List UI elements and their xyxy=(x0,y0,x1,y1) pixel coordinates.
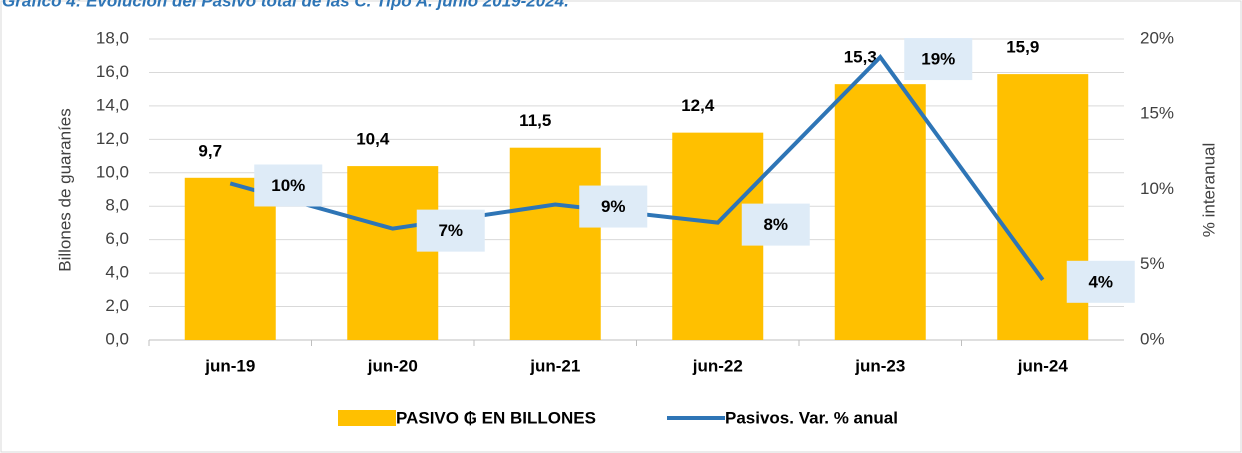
y2-tick-label: 20% xyxy=(1140,28,1174,47)
line-value-label: 4% xyxy=(1088,272,1113,291)
y-tick-label: 2,0 xyxy=(105,296,129,315)
line-label-box xyxy=(741,203,810,246)
line-label-box xyxy=(579,185,648,228)
line-value-label: 9% xyxy=(601,197,626,216)
x-tick-label: jun-23 xyxy=(854,356,905,375)
y-tick-label: 18,0 xyxy=(96,28,129,47)
y-tick-label: 0,0 xyxy=(105,329,129,348)
line-value-label: 7% xyxy=(438,221,463,240)
x-tick-label: jun-19 xyxy=(204,356,255,375)
bar-value-label: 12,4 xyxy=(681,96,715,115)
x-tick-label: jun-22 xyxy=(692,356,743,375)
bar xyxy=(347,166,439,340)
line-value-label: 10% xyxy=(271,176,305,195)
y-axis-title: Billones de guaraníes xyxy=(55,108,74,272)
bar-value-label: 9,7 xyxy=(198,141,222,160)
y-tick-label: 14,0 xyxy=(96,95,129,114)
y2-tick-label: 15% xyxy=(1140,104,1174,123)
y-tick-label: 16,0 xyxy=(96,62,129,81)
y-tick-label: 8,0 xyxy=(105,196,129,215)
bar xyxy=(509,147,601,340)
y-tick-label: 6,0 xyxy=(105,229,129,248)
y2-tick-label: 10% xyxy=(1140,179,1174,198)
y2-tick-label: 0% xyxy=(1140,329,1165,348)
line-value-label: 19% xyxy=(921,50,955,69)
bar xyxy=(834,84,926,341)
line-label-box xyxy=(1066,260,1135,303)
bar-value-label: 15,3 xyxy=(844,48,877,67)
y-tick-label: 10,0 xyxy=(96,162,129,181)
legend-label: Pasivos. Var. % anual xyxy=(725,408,898,427)
line-value-label: 8% xyxy=(763,215,788,234)
x-tick-label: jun-20 xyxy=(367,356,418,375)
chart-title: Gráfico 4: Evolución del Pasivo total de… xyxy=(2,0,569,10)
legend-label: PASIVO ₲ EN BILLONES xyxy=(396,408,596,427)
y2-tick-label: 5% xyxy=(1140,254,1165,273)
bar-value-label: 11,5 xyxy=(519,111,551,130)
bar-value-label: 10,4 xyxy=(356,130,390,149)
y-tick-label: 12,0 xyxy=(96,129,129,148)
bar-value-label: 15,9 xyxy=(1006,38,1039,57)
x-tick-label: jun-21 xyxy=(529,356,580,375)
legend-swatch xyxy=(338,410,396,426)
y-tick-label: 4,0 xyxy=(105,263,129,282)
y2-axis-title: % interanual xyxy=(1199,143,1218,238)
line-label-box xyxy=(254,164,323,207)
line-label-box xyxy=(904,38,973,81)
x-tick-label: jun-24 xyxy=(1017,356,1069,375)
line-label-box xyxy=(416,209,485,252)
